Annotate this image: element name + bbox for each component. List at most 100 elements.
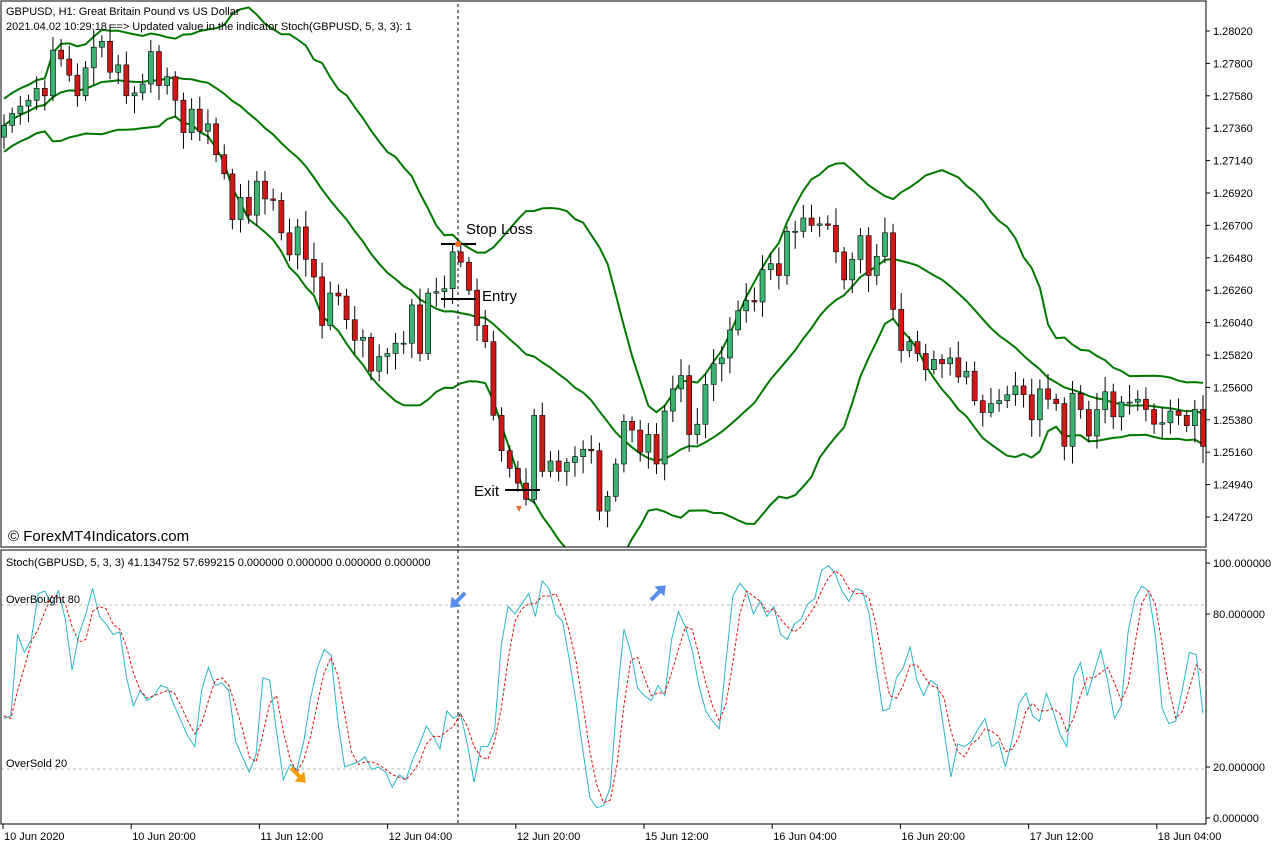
time-axis-label: 16 Jun 04:00 bbox=[773, 831, 837, 843]
candle bbox=[107, 24, 113, 80]
candle bbox=[131, 86, 138, 114]
candle bbox=[506, 445, 513, 478]
candle bbox=[139, 73, 146, 101]
candle bbox=[384, 347, 391, 375]
candle bbox=[694, 408, 701, 445]
candle bbox=[237, 183, 244, 233]
symbol-title: GBPUSD, H1: Great Britain Pound vs US Do… bbox=[6, 6, 240, 18]
stochastic-title: Stoch(GBPUSD, 5, 3, 3) 41.134752 57.6992… bbox=[6, 557, 430, 569]
candle bbox=[449, 244, 456, 305]
price-axis-label: 1.27140 bbox=[1213, 156, 1253, 168]
candle bbox=[800, 204, 807, 238]
candle bbox=[474, 278, 480, 341]
bollinger-upper-band bbox=[3, 6, 1204, 414]
time-axis[interactable]: 10 Jun 2020 10 Jun 20:00 11 Jun 12:00 12 Ju… bbox=[2, 824, 1222, 843]
candle bbox=[433, 277, 440, 307]
price-axis-label: 1.28020 bbox=[1213, 26, 1253, 38]
time-axis-label: 12 Jun 20:00 bbox=[517, 831, 581, 843]
exit-marker-icon bbox=[516, 506, 522, 512]
candle bbox=[1192, 400, 1198, 443]
bollinger-middle-band bbox=[3, 76, 1204, 462]
candle bbox=[90, 30, 97, 86]
candle bbox=[33, 76, 40, 111]
sell-signal-arrow-icon bbox=[450, 591, 467, 608]
candle bbox=[50, 37, 56, 102]
status-message: 2021.04.02 10:29:18 ==> Updated value in… bbox=[6, 21, 412, 33]
candle bbox=[996, 389, 1002, 412]
candle bbox=[262, 170, 268, 215]
candle bbox=[645, 422, 652, 469]
candle bbox=[286, 218, 293, 262]
candle bbox=[417, 288, 423, 362]
candle bbox=[588, 435, 595, 464]
candle bbox=[710, 348, 717, 401]
watermark: © ForexMT4Indicators.com bbox=[8, 528, 189, 545]
candle bbox=[718, 346, 725, 382]
time-axis-label: 15 Jun 12:00 bbox=[645, 831, 709, 843]
candle bbox=[58, 39, 64, 67]
candle bbox=[294, 218, 301, 270]
candle bbox=[621, 414, 627, 473]
candle bbox=[270, 188, 277, 211]
candle bbox=[245, 180, 252, 224]
stochastic-panel[interactable]: Stoch(GBPUSD, 5, 3, 3) 41.134752 57.6992… bbox=[1, 557, 1205, 809]
candle bbox=[563, 457, 570, 486]
candle bbox=[555, 450, 562, 482]
candle bbox=[1102, 376, 1108, 424]
stochastic-axis[interactable]: 100.000000 80.000000 20.000000 0.000000 bbox=[1206, 558, 1271, 825]
candle bbox=[906, 336, 913, 358]
candle bbox=[319, 262, 326, 339]
price-axis-label: 1.25820 bbox=[1213, 350, 1253, 362]
candle bbox=[66, 45, 73, 82]
candle bbox=[343, 288, 350, 330]
candle bbox=[1183, 409, 1190, 432]
stochastic-panel-frame bbox=[0, 549, 1207, 825]
stochastic-axis-label: 0.000000 bbox=[1213, 813, 1259, 825]
candle bbox=[849, 252, 856, 294]
candle bbox=[302, 211, 309, 277]
candle bbox=[612, 458, 619, 502]
time-axis-label: 11 Jun 12:00 bbox=[260, 831, 323, 843]
candle bbox=[180, 92, 187, 149]
price-axis-label: 1.24940 bbox=[1213, 480, 1253, 492]
price-panel[interactable]: Stop Loss Entry Exit GBPUSD, H1: Great B… bbox=[1, 4, 1206, 824]
candle bbox=[1151, 403, 1157, 434]
candle bbox=[547, 451, 554, 478]
price-axis-label: 1.26700 bbox=[1213, 220, 1253, 232]
stochastic-lines bbox=[3, 564, 1204, 809]
price-axis-label: 1.26920 bbox=[1213, 188, 1253, 200]
candle bbox=[1175, 398, 1182, 425]
candle bbox=[156, 45, 162, 101]
candle bbox=[751, 287, 758, 312]
candle bbox=[1143, 387, 1149, 422]
candle bbox=[686, 365, 692, 452]
candle bbox=[890, 223, 896, 320]
candle bbox=[196, 96, 203, 141]
price-axis-label: 1.27800 bbox=[1213, 58, 1253, 70]
candle bbox=[1020, 378, 1027, 408]
candle bbox=[1028, 378, 1035, 437]
candle bbox=[213, 117, 219, 163]
price-axis[interactable]: 1.28020 1.27800 1.27580 1.27360 1.27140 1.269… bbox=[1206, 26, 1253, 524]
candle bbox=[833, 208, 839, 264]
candle bbox=[466, 256, 472, 295]
candle bbox=[572, 446, 578, 477]
candle bbox=[637, 419, 644, 462]
candle bbox=[1053, 393, 1060, 411]
candle bbox=[1045, 373, 1051, 410]
stop-loss-marker-icon bbox=[455, 241, 461, 247]
price-axis-label: 1.27580 bbox=[1213, 91, 1253, 103]
candle bbox=[172, 71, 179, 117]
candle bbox=[99, 35, 105, 58]
price-axis-label: 1.25600 bbox=[1213, 382, 1253, 394]
price-axis-label: 1.26040 bbox=[1213, 318, 1253, 330]
candle bbox=[74, 63, 81, 107]
candle bbox=[205, 109, 211, 145]
time-axis-label: 17 Jun 12:00 bbox=[1030, 831, 1094, 843]
candle bbox=[311, 242, 317, 293]
stop-loss-label: Stop Loss bbox=[466, 221, 533, 238]
candle bbox=[490, 330, 497, 421]
candle bbox=[327, 281, 334, 331]
time-axis-label: 18 Jun 04:00 bbox=[1158, 831, 1222, 843]
